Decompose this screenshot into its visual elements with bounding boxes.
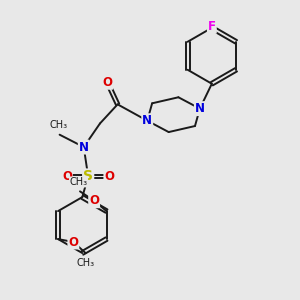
Text: O: O [62, 170, 72, 183]
Text: O: O [68, 236, 78, 248]
Text: O: O [104, 170, 114, 183]
Text: O: O [102, 76, 112, 89]
Text: N: N [195, 102, 205, 115]
Text: O: O [89, 194, 99, 207]
Text: N: N [79, 141, 89, 154]
Text: S: S [83, 169, 93, 184]
Text: CH₃: CH₃ [70, 177, 88, 187]
Text: F: F [208, 20, 216, 33]
Text: N: N [142, 114, 152, 127]
Text: CH₃: CH₃ [77, 258, 95, 268]
Text: CH₃: CH₃ [49, 120, 67, 130]
